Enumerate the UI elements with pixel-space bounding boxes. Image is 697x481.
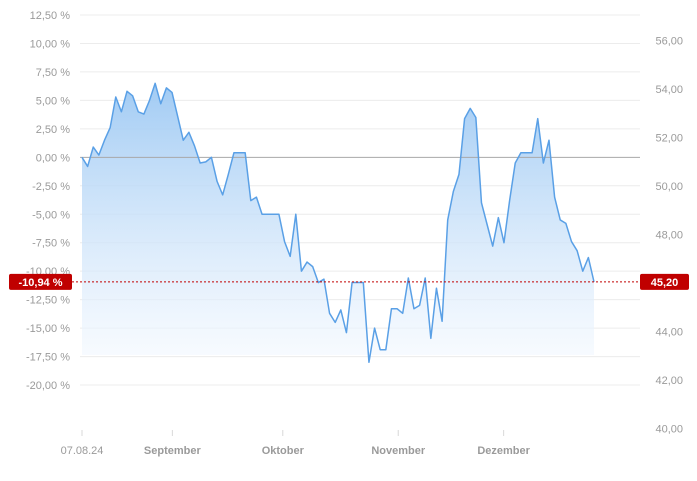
- x-tick-label: Dezember: [477, 445, 530, 457]
- right-tick-label: 52,00: [655, 133, 683, 145]
- left-tick-label: -12,50 %: [26, 295, 70, 307]
- left-tick-label: -2,50 %: [32, 181, 70, 193]
- right-tick-label: 42,00: [655, 375, 683, 387]
- x-tick-label: Oktober: [262, 445, 305, 457]
- right-tick-label: 50,00: [655, 181, 683, 193]
- x-tick-label: 07.08.24: [61, 445, 104, 457]
- left-tick-label: -17,50 %: [26, 352, 70, 364]
- left-tick-label: 12,50 %: [30, 10, 71, 22]
- left-tick-label: -15,00 %: [26, 323, 70, 335]
- last-percent-badge: -10,94 %: [9, 273, 72, 290]
- left-tick-label: -20,00 %: [26, 380, 70, 392]
- left-tick-label: 5,00 %: [36, 95, 70, 107]
- left-tick-label: -5,00 %: [32, 209, 70, 221]
- right-tick-label: 40,00: [655, 424, 683, 436]
- left-tick-label: -7,50 %: [32, 238, 70, 250]
- right-tick-label: 44,00: [655, 327, 683, 339]
- left-tick-label: 7,50 %: [36, 67, 70, 79]
- right-tick-label: 56,00: [655, 36, 683, 48]
- x-tick-label: September: [144, 445, 202, 457]
- right-tick-label: 54,00: [655, 84, 683, 96]
- left-tick-label: 2,50 %: [36, 124, 70, 136]
- left-tick-label: 0,00 %: [36, 152, 70, 164]
- last-price-badge: 45,20: [640, 273, 689, 290]
- series-area: [82, 83, 594, 363]
- left-axis-ticks: 12,50 % 10,00 % 7,50 % 5,00 % 2,50 % 0,00 % -2…: [26, 10, 70, 392]
- x-tick-label: November: [371, 445, 426, 457]
- last-percent-label: -10,94 %: [18, 277, 62, 289]
- x-axis-labels: 07.08.24 September Oktober November Dezember: [61, 430, 531, 457]
- last-price-label: 45,20: [651, 277, 679, 289]
- series-line: [81, 82, 595, 364]
- right-tick-label: 48,00: [655, 230, 683, 242]
- left-tick-label: 10,00 %: [30, 38, 71, 50]
- right-axis-ticks: 56,0054,0052,0050,0048,0046,0044,0042,00…: [655, 36, 683, 436]
